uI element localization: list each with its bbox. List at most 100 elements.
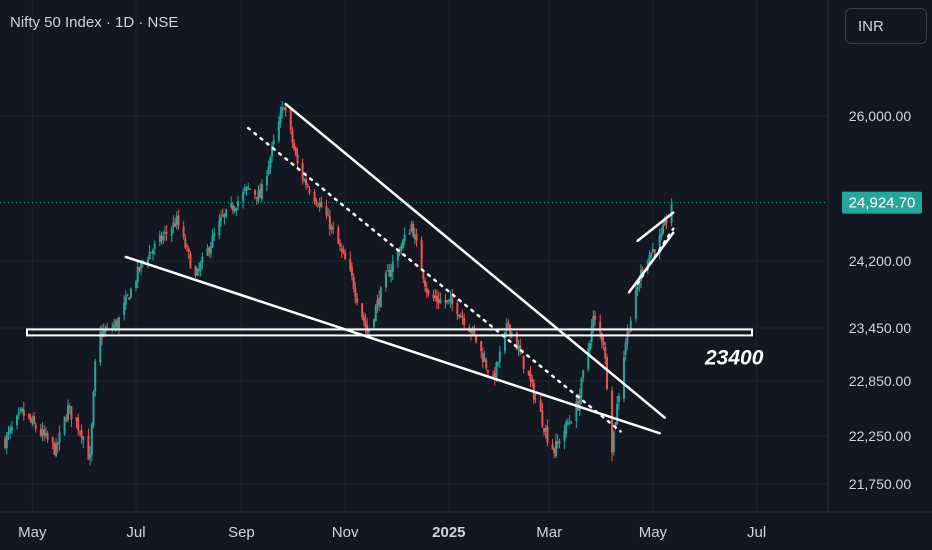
- candle-body: [599, 321, 602, 333]
- candle-body: [269, 157, 272, 168]
- candle-body: [580, 378, 583, 398]
- horizontal-level-23400: 23400: [26, 328, 764, 369]
- candle-body: [282, 108, 285, 110]
- candle-body: [153, 243, 156, 249]
- y-tick-label: 21,750.00: [849, 476, 911, 492]
- candlestick-series: [4, 100, 673, 466]
- candle-body: [124, 296, 127, 306]
- candle-body: [296, 154, 299, 164]
- candle-body: [237, 200, 240, 207]
- trendline-solid[interactable]: [636, 211, 675, 243]
- candle-body: [175, 215, 178, 225]
- candle-body: [481, 353, 484, 363]
- candle-body: [638, 283, 641, 287]
- candle-body: [587, 347, 590, 370]
- y-tick-label: 22,850.00: [849, 373, 911, 389]
- candle-body: [177, 215, 180, 226]
- candle-body: [189, 253, 192, 269]
- candle-body: [267, 166, 270, 174]
- candle-body: [231, 205, 234, 211]
- candle-body: [534, 398, 537, 400]
- candle-body: [116, 320, 119, 328]
- candle-body: [187, 248, 190, 253]
- candle-body: [420, 239, 423, 270]
- candle-body: [517, 346, 520, 350]
- candle-body: [265, 175, 268, 186]
- candle-body: [352, 276, 355, 289]
- candle-body: [529, 373, 532, 381]
- candle-body: [492, 374, 495, 376]
- candle-body: [63, 416, 66, 434]
- horizontal-level-band[interactable]: [26, 328, 753, 337]
- candle-body: [410, 224, 413, 232]
- candle-body: [87, 435, 90, 460]
- candle-body: [665, 219, 668, 223]
- candle-body: [16, 415, 19, 426]
- candle-body: [33, 416, 36, 424]
- candle-body: [301, 162, 304, 180]
- candle-body: [456, 302, 459, 315]
- candle-body: [235, 207, 238, 212]
- candle-body: [291, 130, 294, 143]
- candle-body: [118, 317, 121, 328]
- candle-body: [432, 294, 435, 298]
- trendline-dotted[interactable]: [636, 227, 675, 285]
- candle-body: [493, 372, 496, 380]
- candle-body: [617, 396, 620, 402]
- candle-body: [582, 370, 585, 378]
- candle-body: [114, 321, 117, 328]
- candle-body: [578, 394, 581, 411]
- candle-body: [658, 235, 661, 253]
- candle-body: [568, 421, 571, 423]
- candle-body: [248, 188, 251, 190]
- y-tick-label: 23,450.00: [849, 320, 911, 336]
- candle-body: [4, 438, 7, 448]
- candle-body: [510, 332, 513, 336]
- last-price-label: 24,924.70: [849, 195, 916, 212]
- trendline-solid[interactable]: [284, 102, 667, 419]
- candle-body: [553, 448, 556, 454]
- currency-button[interactable]: INR: [845, 8, 927, 44]
- candle-body: [424, 280, 427, 287]
- candle-body: [565, 421, 568, 434]
- candle-body: [29, 417, 32, 422]
- candle-body: [39, 428, 42, 436]
- candle-body: [412, 223, 415, 237]
- candle-body: [128, 297, 131, 300]
- candle-body: [614, 422, 617, 429]
- chart-title: Nifty 50 Index · 1D · NSE: [10, 14, 179, 31]
- candle-body: [660, 232, 663, 237]
- candle-body: [77, 418, 80, 430]
- candle-body: [558, 441, 561, 444]
- candle-body: [422, 271, 425, 280]
- candle-body: [221, 214, 224, 216]
- candle-body: [123, 302, 126, 315]
- candle-body: [626, 331, 629, 344]
- candle-body: [507, 322, 510, 325]
- candle-body: [388, 269, 391, 277]
- candle-body: [566, 423, 569, 425]
- trendline-dotted[interactable]: [246, 126, 622, 433]
- candle-body: [600, 333, 603, 342]
- candle-body: [152, 249, 155, 254]
- candle-body: [461, 315, 464, 318]
- candle-body: [308, 189, 311, 193]
- candle-body: [437, 298, 440, 304]
- candle-body: [111, 327, 114, 329]
- candle-body: [315, 199, 318, 205]
- candle-body: [350, 267, 353, 276]
- trendline-solid[interactable]: [124, 255, 661, 435]
- candle-body: [340, 248, 343, 251]
- candle-body: [243, 189, 246, 191]
- candle-body: [196, 268, 199, 276]
- candle-body: [99, 331, 102, 363]
- candle-body: [129, 288, 132, 298]
- candle-body: [551, 444, 554, 450]
- candle-body: [425, 288, 428, 293]
- candle-body: [408, 232, 411, 235]
- x-tick-label: Sep: [228, 524, 255, 541]
- candle-body: [505, 323, 508, 331]
- candle-body: [401, 240, 404, 249]
- candle-body: [150, 251, 153, 254]
